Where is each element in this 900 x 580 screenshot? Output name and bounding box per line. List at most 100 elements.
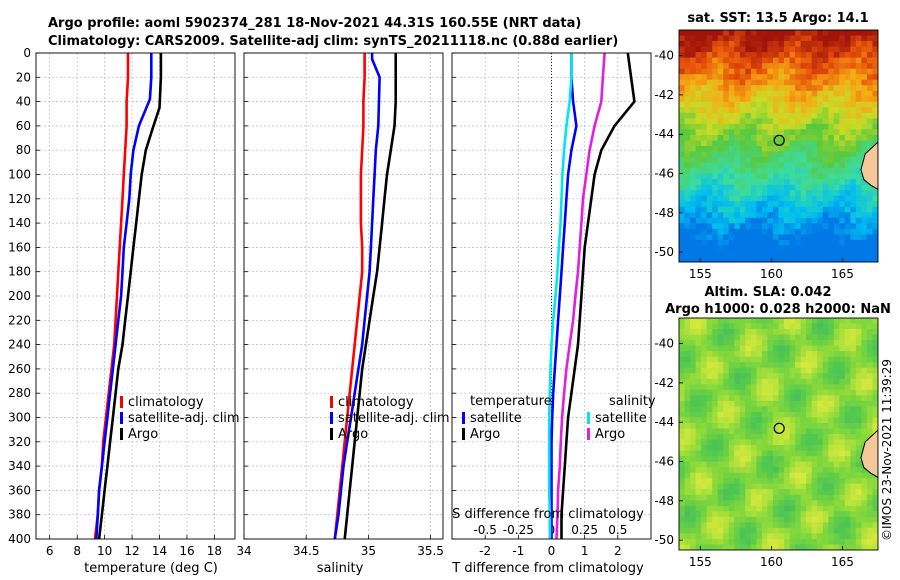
map-cell	[695, 184, 702, 191]
map-cell	[695, 101, 702, 108]
map-cell	[717, 74, 724, 81]
map-cell	[679, 52, 686, 59]
map-cell	[750, 417, 757, 424]
map-cell	[784, 494, 791, 501]
x-tick-label: 0	[548, 544, 556, 558]
map-cell	[690, 406, 697, 413]
map-cell	[844, 239, 851, 246]
map-cell	[728, 90, 735, 97]
map-cell	[817, 90, 824, 97]
map-cell	[844, 516, 851, 523]
map-cell	[811, 228, 818, 235]
map-cell	[784, 195, 791, 202]
map-cell	[756, 68, 763, 75]
map-cell	[684, 46, 691, 53]
map-cell	[866, 351, 873, 358]
map-cell	[795, 511, 802, 518]
map-cell	[745, 544, 752, 550]
map-cell	[822, 30, 829, 37]
map-cell	[800, 511, 807, 518]
map-cell	[679, 527, 686, 534]
map-cell	[684, 85, 691, 92]
map-cell	[811, 500, 818, 507]
map-cell	[695, 239, 702, 246]
map-cell	[822, 96, 829, 103]
map-cell	[833, 118, 840, 125]
map-cell	[822, 511, 829, 518]
map-cell	[773, 30, 780, 37]
map-cell	[850, 57, 857, 64]
map-cell	[761, 511, 768, 518]
map-cell	[723, 340, 730, 347]
map-cell	[839, 96, 846, 103]
map-cell	[706, 157, 713, 164]
map-cell	[800, 516, 807, 523]
map-cell	[866, 63, 873, 70]
map-cell	[767, 179, 774, 186]
map-cell	[773, 206, 780, 213]
map-cell	[844, 223, 851, 230]
map-cell	[866, 323, 873, 330]
map-cell	[684, 334, 691, 341]
map-cell	[706, 500, 713, 507]
map-cell	[745, 323, 752, 330]
map-cell	[778, 46, 785, 53]
map-cell	[701, 35, 708, 42]
map-cell	[728, 256, 735, 262]
map-cell	[773, 406, 780, 413]
map-cell	[789, 340, 796, 347]
map-cell	[745, 329, 752, 336]
map-cell	[767, 146, 774, 153]
map-cell	[690, 179, 697, 186]
map-cell	[756, 107, 763, 114]
map-cell	[684, 351, 691, 358]
map-cell	[717, 445, 724, 452]
x-tick-label: 35.5	[417, 544, 444, 558]
map-cell	[756, 184, 763, 191]
map-cell	[684, 101, 691, 108]
map-cell	[872, 323, 878, 330]
legend-label-satellite: satellite-adj. clim	[128, 411, 240, 426]
map-cell	[734, 489, 741, 496]
map-cell	[728, 334, 735, 341]
map-cell	[872, 46, 878, 53]
map-cell	[872, 118, 878, 125]
map-cell	[750, 494, 757, 501]
map-cell	[822, 245, 829, 252]
map-cell	[822, 52, 829, 59]
map-cell	[679, 334, 686, 341]
map-cell	[728, 79, 735, 86]
map-cell	[800, 423, 807, 430]
map-cell	[739, 90, 746, 97]
map-cell	[800, 483, 807, 490]
map-cell	[728, 318, 735, 325]
map-cell	[789, 395, 796, 402]
map-cell	[789, 334, 796, 341]
map-cell	[761, 190, 768, 197]
map-cell	[800, 46, 807, 53]
map-cell	[728, 157, 735, 164]
map-cell	[739, 439, 746, 446]
map-cell	[784, 472, 791, 479]
map-cell	[773, 85, 780, 92]
map-cell	[833, 96, 840, 103]
map-cell	[728, 251, 735, 258]
x-tick-label: 1	[581, 544, 589, 558]
map-cell	[855, 107, 862, 114]
map-cell	[855, 395, 862, 402]
map-cell	[761, 345, 768, 352]
map-cell	[861, 505, 868, 512]
map-cell	[789, 373, 796, 380]
map-cell	[850, 245, 857, 252]
map-cell	[695, 129, 702, 136]
map-cell	[734, 157, 741, 164]
map-cell	[761, 329, 768, 336]
map-cell	[756, 323, 763, 330]
map-cell	[717, 511, 724, 518]
map-cell	[773, 378, 780, 385]
map-cell	[761, 373, 768, 380]
map-cell	[833, 107, 840, 114]
map-cell	[778, 340, 785, 347]
map-cell	[822, 90, 829, 97]
x-tick-label: -2	[479, 544, 491, 558]
